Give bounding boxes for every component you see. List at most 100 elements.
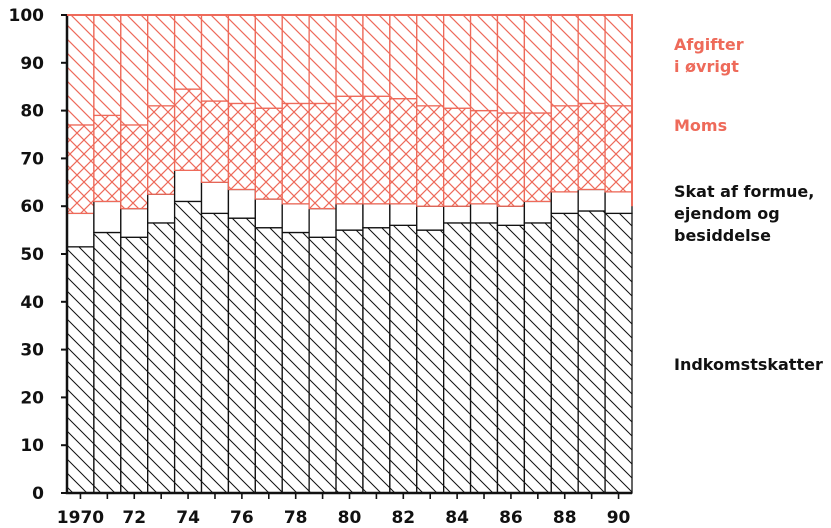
bar-segment-moms-1982 <box>389 98 418 205</box>
x-tick-label-76: 76 <box>230 508 254 528</box>
bar-segment-moms-1978 <box>281 102 310 205</box>
bar-segment-afgifter-1975 <box>200 14 230 102</box>
bar-segment-skat-1970 <box>66 212 95 248</box>
bar-segment-moms-1988 <box>550 105 579 193</box>
bar-segment-moms-1973 <box>147 105 176 195</box>
bar-segment-afgifter-1977 <box>254 14 283 109</box>
bar-segment-skat-1990 <box>604 191 633 215</box>
bar-segment-skat-1982 <box>389 203 418 226</box>
axis-frame-top-right <box>67 14 633 207</box>
y-tick-label-0: 0 <box>32 484 44 504</box>
bar-segment-indkomstskatter-1985 <box>469 222 499 494</box>
bar-segment-indkomstskatter-1972 <box>120 236 149 494</box>
axes-group: 0 10 20 30 40 50 60 70 80 90 100 1970 72 74 76 78 80 82 84… <box>9 6 633 528</box>
bar-segment-skat-1980 <box>335 203 364 231</box>
bar-segment-skat-1988 <box>550 191 579 215</box>
bar-segment-indkomstskatter-1978 <box>281 231 310 494</box>
y-tick-label-30: 30 <box>20 341 44 361</box>
bar-segment-skat-1983 <box>416 205 445 231</box>
bar-segment-afgifter-1983 <box>416 14 445 107</box>
bar-segment-indkomstskatter-1983 <box>416 229 445 494</box>
bar-segment-moms-1985 <box>469 109 499 205</box>
bar-segment-afgifter-1982 <box>389 14 418 100</box>
x-tick-label-72: 72 <box>122 508 146 528</box>
bar-segment-afgifter-1986 <box>496 14 526 114</box>
x-tick-label-84: 84 <box>445 508 469 528</box>
x-tick-label-80: 80 <box>338 508 362 528</box>
y-tick-label-90: 90 <box>20 54 44 74</box>
bar-segment-moms-1983 <box>416 105 445 207</box>
legend-afgifter-label: Afgifter i øvrigt <box>674 35 744 76</box>
x-tick-label-74: 74 <box>176 508 200 528</box>
bar-segment-moms-1989 <box>577 102 606 191</box>
bar-segment-moms-1977 <box>254 107 283 200</box>
bar-segment-indkomstskatter-1982 <box>389 224 418 494</box>
bar-segment-moms-1975 <box>200 100 230 183</box>
bar-segment-afgifter-1979 <box>308 14 337 105</box>
bar-segment-moms-1981 <box>362 95 391 205</box>
bar-segment-indkomstskatter-1976 <box>227 217 256 494</box>
legend-skat-label: Skat af formue, ejendom og besiddelse <box>674 182 815 245</box>
bar-segment-skat-1972 <box>120 207 149 238</box>
bar-segment-indkomstskatter-1980 <box>335 229 364 494</box>
y-tick-label-40: 40 <box>20 293 44 313</box>
bar-segment-skat-1973 <box>147 193 176 224</box>
bar-segment-indkomstskatter-1988 <box>550 212 579 494</box>
bar-segment-indkomstskatter-1990 <box>604 212 633 494</box>
bar-segment-indkomstskatter-1970 <box>66 246 95 494</box>
bar-segment-afgifter-1981 <box>362 14 391 97</box>
bar-segment-afgifter-1987 <box>523 14 552 114</box>
bar-segment-skat-1986 <box>496 205 526 226</box>
bar-segment-afgifter-1989 <box>577 14 606 105</box>
legend-moms-label: Moms <box>674 116 728 135</box>
bar-segment-indkomstskatter-1987 <box>523 222 552 494</box>
x-tick-label-88: 88 <box>553 508 577 528</box>
bar-segment-skat-1976 <box>227 188 256 219</box>
legend-indkomst-label: Indkomstskatter <box>674 355 823 374</box>
bar-segment-moms-1986 <box>496 112 526 207</box>
y-tick-label-10: 10 <box>20 436 44 456</box>
bar-segment-indkomstskatter-1977 <box>254 227 283 494</box>
bar-segment-moms-1990 <box>604 105 633 193</box>
bar-segment-skat-1978 <box>281 203 310 234</box>
bar-segment-indkomstskatter-1973 <box>147 222 176 494</box>
bar-segment-afgifter-1984 <box>443 14 472 109</box>
bar-segment-skat-1989 <box>577 188 606 212</box>
bar-segment-skat-1985 <box>469 203 499 224</box>
bar-segment-moms-1971 <box>93 114 122 203</box>
bar-segment-moms-1979 <box>308 102 337 210</box>
bar-segment-moms-1984 <box>443 107 472 207</box>
bar-segment-afgifter-1974 <box>173 14 203 90</box>
bar-segment-afgifter-1970 <box>66 14 95 126</box>
bar-segment-indkomstskatter-1971 <box>93 231 122 494</box>
bar-segment-indkomstskatter-1981 <box>362 227 391 494</box>
y-tick-label-20: 20 <box>20 388 44 408</box>
y-tick-label-70: 70 <box>20 149 44 169</box>
x-tick-label-78: 78 <box>284 508 308 528</box>
bar-segment-skat-1975 <box>200 181 230 215</box>
bar-segment-afgifter-1976 <box>227 14 256 105</box>
bar-segment-moms-1970 <box>66 124 95 215</box>
bar-segment-indkomstskatter-1975 <box>200 212 230 494</box>
bar-segment-skat-1984 <box>443 205 472 224</box>
bar-segment-skat-1981 <box>362 203 391 229</box>
x-tick-label-82: 82 <box>391 508 415 528</box>
y-tick-label-80: 80 <box>20 102 44 122</box>
x-tick-label-86: 86 <box>499 508 523 528</box>
bar-segment-afgifter-1988 <box>550 14 579 107</box>
x-tick-label-90: 90 <box>607 508 631 528</box>
bar-segment-afgifter-1973 <box>147 14 176 107</box>
y-tick-label-50: 50 <box>20 245 44 265</box>
bar-segment-moms-1974 <box>173 88 203 171</box>
bar-segment-skat-1974 <box>173 169 203 203</box>
bar-segment-skat-1979 <box>308 207 337 238</box>
x-tick-label-1970: 1970 <box>57 508 104 528</box>
bar-segment-skat-1971 <box>93 200 122 234</box>
bar-segment-indkomstskatter-1984 <box>443 222 472 494</box>
bar-segment-skat-1987 <box>523 200 552 224</box>
y-tick-label-100: 100 <box>9 6 45 26</box>
bars-group <box>66 14 633 494</box>
bar-segment-indkomstskatter-1989 <box>577 210 606 494</box>
bar-segment-indkomstskatter-1974 <box>173 200 203 494</box>
